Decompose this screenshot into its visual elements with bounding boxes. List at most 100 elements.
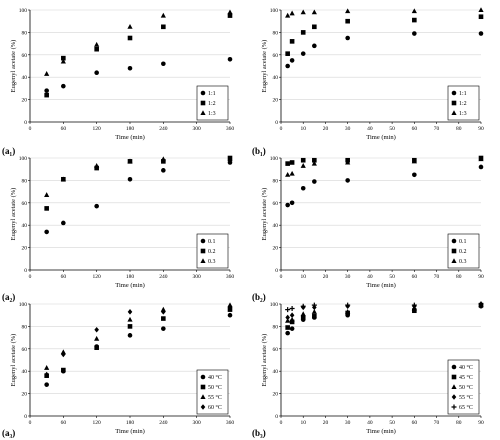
- legend-marker: [200, 374, 206, 380]
- data-point: [478, 156, 484, 162]
- chart-panel-a2: 0 20 40 60 80 100 0 60 120 180 240 300 360 Time (min)…: [2, 146, 234, 289]
- x-axis-label: Time (min): [366, 428, 396, 435]
- data-point: [227, 304, 233, 311]
- panel-label-b3: (b₃): [252, 428, 266, 438]
- data-point: [61, 351, 66, 358]
- legend-marker: [451, 238, 457, 244]
- y-axis-label: Eugenyl acetate (%): [261, 40, 268, 93]
- data-point: [44, 92, 49, 98]
- x-tick-label: 20: [323, 274, 329, 280]
- data-point: [227, 13, 233, 18]
- y-tick-label: 80: [22, 324, 28, 330]
- data-point: [345, 8, 351, 14]
- data-point: [285, 330, 290, 336]
- data-point: [127, 324, 133, 329]
- data-point: [289, 305, 295, 311]
- legend-label: 40 °C: [459, 364, 473, 371]
- x-tick-label: 10: [300, 420, 306, 426]
- y-tick-label: 60: [273, 53, 279, 59]
- data-point: [127, 333, 133, 338]
- x-tick-label: 0: [280, 420, 283, 426]
- data-point: [161, 326, 166, 331]
- data-point: [289, 326, 295, 331]
- y-tick-label: 100: [19, 8, 28, 14]
- x-tick-label: 0: [280, 274, 283, 280]
- legend-marker: [200, 100, 206, 106]
- data-point: [478, 14, 484, 20]
- data-point: [127, 316, 133, 322]
- x-tick-label: 360: [226, 126, 235, 132]
- legend-label: 55 °C: [208, 394, 222, 401]
- x-tick-label: 10: [300, 126, 306, 132]
- legend-label: 60 °C: [208, 404, 222, 411]
- x-tick-label: 90: [478, 420, 484, 426]
- data-point: [127, 65, 133, 71]
- y-tick-label: 100: [270, 302, 279, 308]
- data-point: [312, 24, 317, 30]
- x-tick-label: 70: [434, 126, 440, 132]
- x-tick-label: 20: [323, 420, 329, 426]
- legend-label: 1:2: [459, 101, 467, 107]
- y-tick-label: 20: [22, 246, 28, 252]
- legend-marker: [200, 404, 206, 410]
- x-tick-label: 90: [478, 274, 484, 280]
- data-point: [300, 163, 306, 168]
- x-tick-label: 60: [412, 420, 418, 426]
- x-tick-label: 0: [29, 420, 32, 426]
- x-tick-label: 300: [193, 126, 202, 132]
- legend-marker: [451, 404, 457, 410]
- legend-label: 1:1: [208, 91, 216, 97]
- y-tick-label: 20: [22, 98, 28, 104]
- y-tick-label: 60: [273, 201, 279, 207]
- legend-label: 40 °C: [208, 374, 222, 381]
- x-tick-label: 80: [456, 126, 462, 132]
- x-tick-label: 60: [61, 274, 67, 280]
- data-point: [412, 308, 417, 314]
- y-tick-label: 60: [22, 347, 28, 353]
- data-point: [345, 18, 350, 24]
- y-axis-label: Eugenyl acetate (%): [10, 188, 17, 241]
- y-tick-label: 40: [22, 223, 28, 229]
- y-tick-label: 100: [19, 156, 28, 162]
- x-tick-label: 60: [61, 126, 67, 132]
- legend-marker: [451, 394, 457, 400]
- legend-label: 50 °C: [208, 384, 222, 391]
- data-point: [412, 172, 417, 178]
- x-tick-label: 90: [478, 126, 484, 132]
- data-point: [300, 51, 306, 56]
- legend-label: 50 °C: [459, 384, 473, 391]
- data-point: [161, 61, 166, 67]
- data-point: [411, 302, 417, 308]
- data-point: [412, 31, 417, 36]
- x-tick-label: 360: [226, 274, 235, 280]
- chart-panel-b2: 0 20 40 60 80 100 0 10 20 30 40 50 60 70 80 90 Time (min…: [252, 146, 484, 289]
- data-point: [412, 17, 417, 23]
- data-point: [300, 315, 306, 320]
- legend-marker: [200, 110, 206, 115]
- y-tick-label: 60: [273, 347, 279, 353]
- y-tick-label: 60: [22, 201, 28, 207]
- y-axis-label: Eugenyl acetate (%): [261, 334, 268, 387]
- legend-marker: [451, 110, 457, 115]
- legend-label: 0.3: [208, 259, 216, 265]
- x-tick-label: 60: [412, 126, 418, 132]
- x-tick-label: 60: [412, 274, 418, 280]
- chart-panel-a3: 0 20 40 60 80 100 0 60 120 180 240 300 360 Time (min)…: [2, 292, 234, 435]
- legend-label: 1:1: [459, 91, 467, 97]
- y-tick-label: 40: [273, 223, 279, 229]
- data-point: [94, 326, 99, 333]
- data-point: [285, 325, 290, 330]
- x-tick-label: 10: [300, 274, 306, 280]
- data-point: [44, 371, 49, 378]
- y-axis-label: Eugenyl acetate (%): [261, 188, 268, 241]
- data-point: [44, 206, 49, 211]
- data-point: [289, 316, 295, 322]
- legend-marker: [200, 90, 206, 96]
- y-tick-label: 20: [22, 392, 28, 398]
- legend-label: 65 °C: [459, 404, 473, 411]
- legend-marker: [200, 258, 206, 263]
- y-tick-label: 100: [270, 156, 279, 162]
- data-point: [227, 9, 233, 15]
- data-point: [285, 63, 290, 69]
- data-point: [161, 168, 166, 173]
